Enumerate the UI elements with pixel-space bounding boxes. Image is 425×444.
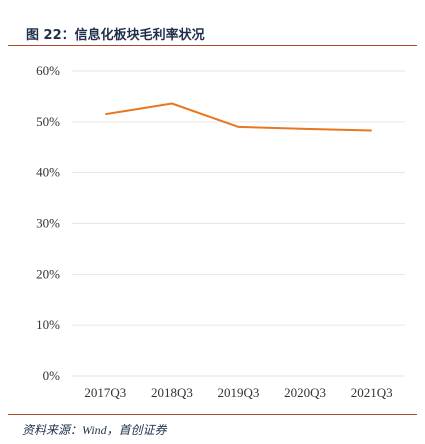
x-tick-label: 2019Q3: [218, 385, 260, 400]
bottom-rule: [8, 414, 417, 415]
y-tick-label: 40%: [36, 165, 60, 180]
y-tick-label: 60%: [36, 63, 60, 78]
series-line: [105, 102, 372, 132]
chart-area: 0% 10% 20% 30% 40% 50% 60% 2017Q3 2018Q3 2019Q3 20…: [0, 48, 425, 412]
x-tick-label: 2021Q3: [351, 385, 393, 400]
source-note: 资料来源：Wind，首创证券: [22, 423, 167, 437]
top-rule: [8, 45, 417, 46]
x-tick-label: 2018Q3: [151, 385, 193, 400]
y-tick-label: 0%: [43, 368, 61, 383]
y-tick-label: 20%: [36, 266, 60, 281]
y-tick-label: 30%: [36, 216, 60, 231]
y-tick-label: 10%: [36, 317, 60, 332]
y-tick-label: 50%: [36, 114, 60, 129]
x-tick-label: 2020Q3: [284, 385, 326, 400]
line-chart: 0% 10% 20% 30% 40% 50% 60% 2017Q3 2018Q3 2019Q3 20…: [36, 63, 405, 400]
figure-title: 图 22：信息化板块毛利率状况: [26, 28, 205, 43]
x-tick-label: 2017Q3: [84, 385, 126, 400]
